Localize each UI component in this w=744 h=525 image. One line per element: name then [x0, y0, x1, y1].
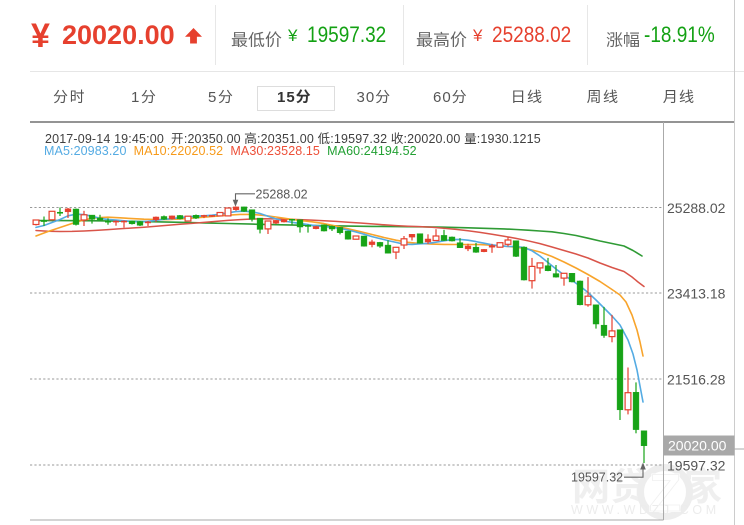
svg-text:25288.02: 25288.02: [256, 188, 308, 202]
svg-text:19597.32: 19597.32: [571, 470, 623, 484]
svg-text:21516.28: 21516.28: [667, 372, 726, 388]
svg-text:23413.18: 23413.18: [667, 286, 726, 302]
svg-text:网贷: 网贷: [572, 467, 648, 509]
svg-text:WWW.WDZJ.COM: WWW.WDZJ.COM: [571, 503, 720, 517]
svg-text:19597.32: 19597.32: [667, 458, 726, 474]
svg-text:Z: Z: [649, 464, 681, 523]
svg-text:Z: Z: [649, 464, 681, 523]
svg-text:25288.02: 25288.02: [667, 200, 726, 216]
svg-text:20020.00: 20020.00: [668, 438, 727, 454]
